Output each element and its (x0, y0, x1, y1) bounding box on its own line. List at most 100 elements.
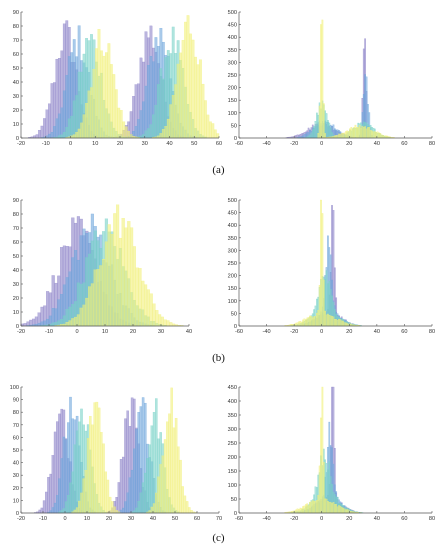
y-tick-label: 90 (13, 398, 19, 404)
x-tick-label: 40 (186, 329, 192, 335)
histogram-bar (311, 317, 314, 327)
histogram-bar (364, 126, 366, 139)
histogram-bar (108, 496, 112, 514)
x-tick-label: 50 (172, 516, 178, 522)
histogram-bar (96, 269, 100, 327)
histogram-bar (343, 132, 346, 139)
histogram-bar (331, 316, 333, 327)
x-tick-label: -60 (235, 516, 243, 522)
histogram-bar (208, 121, 212, 139)
x-tick-label: 20 (117, 141, 123, 147)
histogram-bar (164, 126, 168, 139)
x-tick-label: 40 (166, 141, 172, 147)
y-tick-label: 30 (13, 473, 19, 479)
histogram-bar (372, 131, 375, 139)
x-tick-label: 60 (401, 141, 407, 147)
histogram-bar (119, 110, 123, 139)
histogram-bar (149, 124, 153, 139)
series-3 (317, 19, 395, 139)
histogram-bar (206, 114, 210, 139)
histogram-bar (314, 121, 317, 139)
histogram-bar (316, 312, 318, 327)
histogram-bar (147, 128, 150, 139)
histogram-bar (340, 507, 343, 514)
histogram-bar (295, 509, 298, 514)
histogram-bar (144, 472, 147, 514)
x-tick-label: 60 (216, 141, 222, 147)
histogram-bar (358, 125, 361, 139)
y-tick-label: 300 (228, 427, 237, 433)
chart-c-right: 0 50 100 150 200 250 300 350 400 450 -60 -40 -20 0 20 4… (228, 383, 435, 523)
x-tick-label: 30 (142, 141, 148, 147)
histogram-bar (146, 458, 149, 514)
histogram-bar (119, 459, 123, 514)
histogram-bar (144, 130, 148, 139)
plot-area: 0 50 100 150 200 250 300 350 400 450 500 -60 -40 -20 0… (228, 10, 435, 147)
histogram-bar (67, 118, 71, 139)
x-tick-label: 60 (401, 329, 407, 335)
histogram-bar (116, 204, 120, 327)
histogram-bar (45, 491, 48, 514)
histogram-bar (324, 133, 327, 139)
histogram-bar (335, 135, 338, 139)
histogram-bar (329, 501, 332, 514)
histogram-bar (322, 279, 325, 327)
histogram-bar (342, 132, 344, 139)
x-tick-label: 10 (84, 516, 90, 522)
histogram-bar (328, 122, 331, 139)
y-tick-label: 40 (13, 461, 19, 467)
histogram-bar (172, 427, 176, 514)
histogram-bar (305, 504, 307, 514)
x-tick-label: 40 (374, 141, 380, 147)
histogram-bar (299, 507, 302, 514)
y-tick-label: 350 (228, 48, 237, 54)
y-tick-label: 100 (228, 483, 237, 489)
histogram-bar (303, 318, 306, 327)
histogram-bar (139, 110, 143, 139)
histogram-bar (318, 284, 321, 327)
y-tick-label: 0 (234, 136, 237, 142)
histogram-bar (64, 501, 68, 514)
y-tick-label: 100 (228, 299, 237, 305)
histogram-bar (320, 199, 322, 327)
histogram-bar (158, 314, 162, 327)
y-tick-label: 500 (228, 10, 237, 16)
y-tick-label: 40 (13, 268, 19, 274)
histogram-bar (152, 303, 156, 327)
histogram-bar (320, 24, 322, 139)
histogram-bar (65, 322, 69, 327)
histogram-bar (335, 319, 338, 327)
x-tick-label: 20 (346, 516, 352, 522)
histogram-bar (53, 502, 57, 514)
y-tick-label: 0 (234, 324, 237, 330)
histogram-bar (159, 464, 162, 514)
histogram-bar (177, 446, 180, 514)
y-tick-label: 50 (13, 254, 19, 260)
y-tick-label: 60 (13, 52, 19, 58)
y-tick-label: 80 (13, 212, 19, 218)
histogram-bar (161, 129, 165, 139)
y-tick-label: 40 (13, 80, 19, 86)
histogram-bar (49, 473, 52, 514)
series-3 (284, 386, 362, 514)
histogram-bar (373, 131, 376, 139)
histogram-bar (345, 131, 347, 139)
histogram-bar (338, 318, 340, 327)
histogram-bar (51, 507, 55, 514)
histogram-bar (104, 241, 108, 327)
histogram-bar (378, 132, 380, 139)
histogram-bar (196, 64, 200, 139)
x-tick-label: 80 (429, 516, 435, 522)
histogram-bar (298, 321, 300, 327)
histogram-bar (124, 126, 128, 139)
y-tick-label: 0 (16, 511, 19, 517)
chart-b-left: 0 10 20 30 40 50 60 70 80 90 -20 -10 0 10 20 30 40 (13, 196, 192, 336)
y-tick-label: 60 (13, 240, 19, 246)
x-tick-label: -20 (290, 329, 298, 335)
histogram-bar (299, 321, 302, 327)
histogram-bar (48, 103, 51, 139)
x-tick-label: -20 (290, 141, 298, 147)
histogram-bar (119, 509, 123, 514)
histogram-bar (306, 317, 309, 327)
histogram-bar (40, 125, 44, 139)
